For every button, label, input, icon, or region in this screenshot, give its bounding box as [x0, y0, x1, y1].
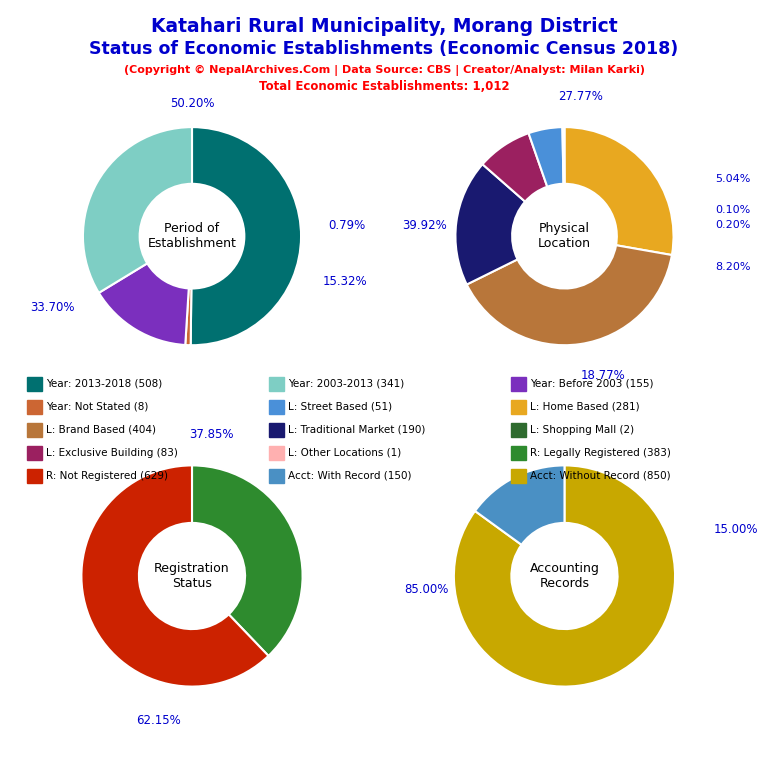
Wedge shape: [192, 465, 303, 656]
Wedge shape: [467, 245, 672, 345]
Wedge shape: [99, 263, 189, 345]
Text: Period of
Establishment: Period of Establishment: [147, 222, 237, 250]
Text: 15.32%: 15.32%: [323, 276, 368, 289]
Text: Status of Economic Establishments (Economic Census 2018): Status of Economic Establishments (Econo…: [89, 40, 679, 58]
Wedge shape: [190, 127, 301, 346]
Text: Accounting
Records: Accounting Records: [530, 562, 599, 590]
Text: 62.15%: 62.15%: [137, 714, 181, 727]
Text: L: Brand Based (404): L: Brand Based (404): [46, 425, 156, 435]
Text: L: Exclusive Building (83): L: Exclusive Building (83): [46, 448, 178, 458]
Text: Acct: With Record (150): Acct: With Record (150): [288, 471, 412, 481]
Text: 37.85%: 37.85%: [190, 428, 234, 441]
Wedge shape: [482, 133, 548, 202]
Text: Year: Not Stated (8): Year: Not Stated (8): [46, 402, 148, 412]
Text: 8.20%: 8.20%: [715, 262, 750, 272]
Text: R: Legally Registered (383): R: Legally Registered (383): [530, 448, 670, 458]
Text: 85.00%: 85.00%: [404, 583, 449, 596]
Text: 18.77%: 18.77%: [581, 369, 625, 382]
Text: (Copyright © NepalArchives.Com | Data Source: CBS | Creator/Analyst: Milan Karki: (Copyright © NepalArchives.Com | Data So…: [124, 65, 644, 75]
Text: L: Other Locations (1): L: Other Locations (1): [288, 448, 401, 458]
Text: Year: 2003-2013 (341): Year: 2003-2013 (341): [288, 379, 404, 389]
Text: Year: Before 2003 (155): Year: Before 2003 (155): [530, 379, 654, 389]
Text: Katahari Rural Municipality, Morang District: Katahari Rural Municipality, Morang Dist…: [151, 17, 617, 36]
Text: Registration
Status: Registration Status: [154, 562, 230, 590]
Wedge shape: [564, 127, 674, 255]
Text: 33.70%: 33.70%: [30, 300, 74, 313]
Wedge shape: [81, 465, 269, 687]
Wedge shape: [454, 465, 675, 687]
Text: 0.20%: 0.20%: [715, 220, 750, 230]
Wedge shape: [562, 127, 564, 184]
Wedge shape: [455, 164, 525, 284]
Text: L: Street Based (51): L: Street Based (51): [288, 402, 392, 412]
Wedge shape: [528, 127, 564, 187]
Text: L: Traditional Market (190): L: Traditional Market (190): [288, 425, 425, 435]
Text: Physical
Location: Physical Location: [538, 222, 591, 250]
Text: Year: 2013-2018 (508): Year: 2013-2018 (508): [46, 379, 162, 389]
Text: Total Economic Establishments: 1,012: Total Economic Establishments: 1,012: [259, 80, 509, 93]
Text: L: Home Based (281): L: Home Based (281): [530, 402, 640, 412]
Text: 0.10%: 0.10%: [715, 205, 750, 215]
Wedge shape: [185, 289, 191, 345]
Text: 15.00%: 15.00%: [713, 523, 758, 536]
Text: Acct: Without Record (850): Acct: Without Record (850): [530, 471, 670, 481]
Text: 27.77%: 27.77%: [558, 90, 604, 103]
Text: 39.92%: 39.92%: [402, 219, 447, 232]
Text: L: Shopping Mall (2): L: Shopping Mall (2): [530, 425, 634, 435]
Wedge shape: [83, 127, 192, 293]
Text: 5.04%: 5.04%: [715, 174, 750, 184]
Text: 0.79%: 0.79%: [328, 219, 366, 232]
Text: 50.20%: 50.20%: [170, 97, 214, 110]
Text: R: Not Registered (629): R: Not Registered (629): [46, 471, 168, 481]
Wedge shape: [475, 465, 564, 545]
